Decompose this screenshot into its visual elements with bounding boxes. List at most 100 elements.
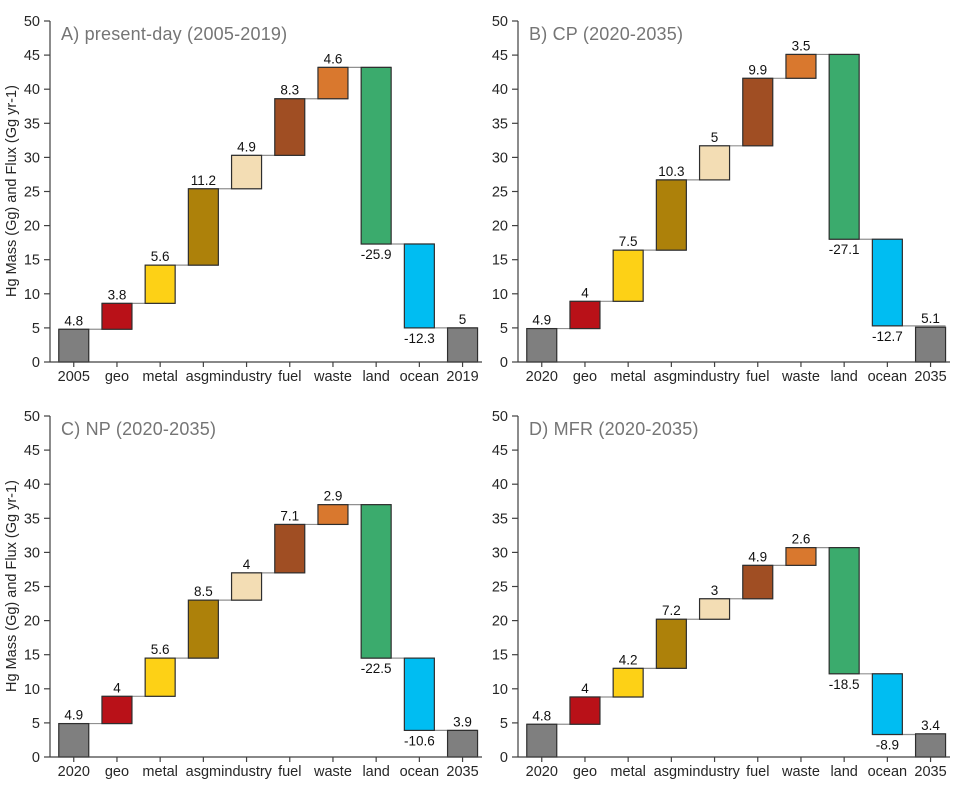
bar-2020 — [58, 722, 90, 758]
bar-2035 — [914, 733, 947, 758]
bar-fuel — [274, 523, 306, 574]
y-tick-label: 10 — [24, 287, 40, 303]
x-tick-label: geo — [573, 764, 597, 780]
value-label: 5.1 — [921, 311, 940, 326]
value-label: 3 — [711, 583, 719, 598]
bar-land — [828, 53, 860, 240]
bar-fuel — [742, 564, 774, 600]
bar-land — [360, 504, 392, 659]
x-tick-label: fuel — [746, 369, 769, 385]
value-label: 4.9 — [64, 708, 83, 723]
y-axis-label: Hg Mass (Gg) and Flux (Gg yr-1) — [4, 480, 20, 693]
x-tick-label: asgm — [186, 764, 221, 780]
x-tick-label: 2035 — [914, 369, 946, 385]
y-tick-label: 45 — [24, 443, 40, 459]
x-tick-label: fuel — [278, 764, 301, 780]
y-tick-label: 5 — [500, 321, 508, 337]
y-tick-label: 30 — [492, 545, 508, 561]
y-tick-label: 35 — [24, 116, 40, 132]
bar-metal — [612, 249, 644, 302]
bar-ocean — [871, 673, 903, 736]
value-label: 4.6 — [324, 51, 343, 66]
bar-geo — [569, 696, 601, 725]
value-label: -12.7 — [872, 329, 903, 344]
value-label: 11.2 — [191, 173, 216, 188]
y-tick-label: 25 — [492, 185, 508, 201]
value-label: 4.2 — [619, 652, 638, 667]
bar-metal — [612, 667, 644, 698]
x-tick-label: industry — [689, 369, 741, 385]
y-tick-label: 15 — [492, 648, 508, 664]
value-label: -8.9 — [876, 737, 899, 752]
y-tick-label: 5 — [32, 321, 40, 337]
y-tick-label: 45 — [492, 48, 508, 64]
x-tick-label: land — [362, 369, 389, 385]
y-tick-label: 20 — [492, 614, 508, 630]
bar-2020 — [526, 327, 558, 363]
value-label: 2.6 — [792, 532, 811, 547]
bar-metal — [144, 264, 176, 304]
bar-industry — [698, 598, 731, 620]
panel-c-title: C) NP (2020-2035) — [61, 419, 217, 439]
bar-waste — [785, 53, 817, 79]
x-tick-label: industry — [689, 764, 741, 780]
value-label: 4 — [581, 681, 589, 696]
value-label: -10.6 — [404, 733, 435, 748]
value-label: 5 — [711, 130, 719, 145]
x-tick-label: metal — [142, 369, 177, 385]
bar-waste — [785, 547, 817, 566]
y-tick-label: 30 — [24, 150, 40, 166]
x-tick-label: fuel — [746, 764, 769, 780]
bar-ocean — [403, 657, 435, 732]
y-tick-label: 35 — [492, 116, 508, 132]
value-label: 4 — [581, 285, 589, 300]
bar-land — [828, 547, 860, 675]
panel-d-plot: 4.8 4 4.2 7.2 3 4.9 2.6 -18.5 -8.9 3.4 0 5 10 15 20 25 3… — [492, 409, 950, 780]
y-tick-label: 5 — [32, 716, 40, 732]
x-tick-label: waste — [781, 764, 820, 780]
x-tick-label: 2020 — [58, 764, 90, 780]
panel-b: 4.9 4 7.5 10.3 5 9.9 3.5 -27.1 -12.7 5.1 0 5 10 15 20 2… — [485, 0, 970, 395]
bar-industry — [230, 154, 263, 190]
value-label: 2.9 — [324, 489, 343, 504]
bar-2019 — [446, 327, 479, 363]
x-tick-label: ocean — [868, 764, 908, 780]
x-tick-label: waste — [313, 764, 352, 780]
y-tick-label: 50 — [492, 409, 508, 425]
value-label: 4.9 — [532, 313, 551, 328]
value-label: 4.8 — [532, 708, 551, 723]
x-tick-label: ocean — [400, 369, 440, 385]
bar-2005 — [58, 328, 90, 363]
y-tick-label: 35 — [24, 511, 40, 527]
value-label: 7.2 — [662, 603, 681, 618]
bar-ocean — [871, 238, 903, 327]
x-tick-label: ocean — [868, 369, 908, 385]
y-tick-label: 50 — [24, 409, 40, 425]
y-tick-label: 40 — [492, 477, 508, 493]
value-label: 4.9 — [237, 139, 256, 154]
value-label: 7.1 — [280, 508, 299, 523]
x-tick-label: 2019 — [446, 369, 478, 385]
y-tick-label: 35 — [492, 511, 508, 527]
value-label: 5.6 — [151, 249, 170, 264]
value-label: 8.5 — [194, 584, 213, 599]
y-tick-label: 0 — [32, 355, 40, 371]
y-tick-label: 20 — [24, 219, 40, 235]
bar-asgm — [187, 188, 219, 266]
y-tick-label: 0 — [500, 355, 508, 371]
x-tick-label: land — [830, 764, 857, 780]
x-tick-label: 2005 — [58, 369, 90, 385]
bar-geo — [569, 300, 601, 330]
y-tick-label: 40 — [24, 82, 40, 98]
x-tick-label: asgm — [654, 764, 689, 780]
bar-asgm — [187, 599, 219, 659]
bar-land — [360, 66, 392, 245]
value-label: -18.5 — [829, 677, 860, 692]
x-tick-label: 2035 — [914, 764, 946, 780]
value-label: 3.4 — [921, 718, 940, 733]
x-tick-label: fuel — [278, 369, 301, 385]
x-tick-label: asgm — [186, 369, 221, 385]
y-tick-label: 10 — [492, 682, 508, 698]
bar-ocean — [403, 243, 435, 329]
bar-geo — [101, 302, 133, 330]
